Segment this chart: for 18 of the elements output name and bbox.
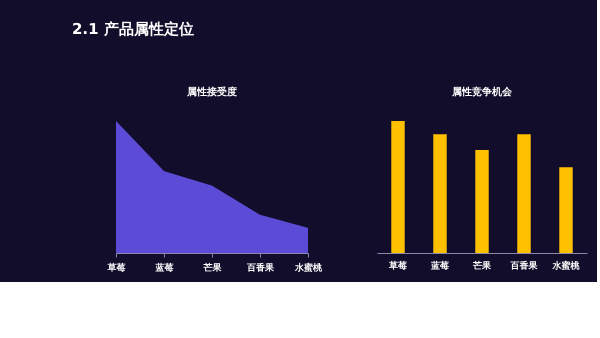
x-tick-label: 蓝莓 — [154, 262, 174, 274]
bar — [433, 134, 447, 253]
text: 2.1 产品属性定位 — [72, 20, 194, 38]
x-tick-label: 芒果 — [202, 262, 222, 274]
x-tick-label: 蓝莓 — [430, 260, 449, 272]
bar — [559, 167, 573, 253]
x-tick-label: 草莓 — [388, 260, 407, 272]
x-tick-label: 草莓 — [106, 262, 126, 274]
chart-title: 属性接受度 — [186, 86, 237, 98]
bar — [475, 150, 489, 253]
x-tick-label: 水蜜桃 — [552, 260, 580, 272]
chart-title: 属性竞争机会 — [451, 86, 513, 98]
x-tick-label: 芒果 — [472, 260, 492, 272]
x-tick-label: 百香果 — [510, 260, 538, 272]
x-tick-label: 水蜜桃 — [294, 262, 323, 274]
bar — [391, 121, 405, 253]
bar — [517, 134, 531, 253]
x-tick-label: 百香果 — [246, 262, 275, 274]
